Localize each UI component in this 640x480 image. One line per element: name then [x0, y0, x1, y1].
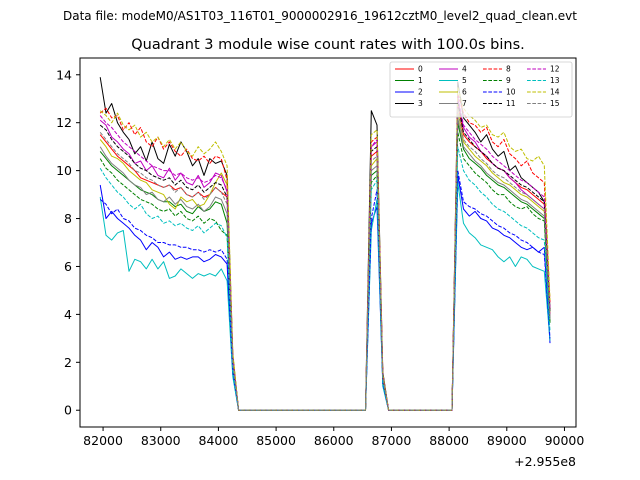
x-tick-label: 84000	[199, 433, 239, 448]
x-tick-label: 82000	[83, 433, 123, 448]
legend-label-2: 2	[418, 88, 423, 97]
x-tick-label: 90000	[545, 433, 585, 448]
y-tick-label: 0	[64, 403, 72, 418]
y-tick-label: 14	[56, 67, 72, 82]
legend-label-0: 0	[418, 65, 423, 74]
series-line-12	[99, 95, 551, 411]
axes-frame	[79, 57, 577, 428]
series-line-15	[99, 107, 551, 411]
y-tick-label: 4	[64, 307, 72, 322]
x-offset-label: +2.955e8	[514, 454, 576, 469]
x-tick-label: 86000	[314, 433, 354, 448]
y-tick-label: 2	[64, 355, 72, 370]
series-line-13	[99, 146, 551, 411]
legend-label-15: 15	[550, 99, 560, 108]
legend-label-9: 9	[506, 76, 511, 85]
legend-box	[389, 61, 573, 118]
x-axis-ticks: 82000 83000 84000 85000 86000 87000 88000 89000…	[83, 427, 584, 448]
x-tick-label: 83000	[141, 433, 181, 448]
series-layer	[99, 77, 551, 411]
x-tick-label: 87000	[372, 433, 412, 448]
x-tick-label: 85000	[256, 433, 296, 448]
legend-label-14: 14	[550, 88, 560, 97]
legend-label-8: 8	[506, 65, 511, 74]
legend-label-6: 6	[462, 88, 467, 97]
legend-label-13: 13	[550, 76, 560, 85]
y-tick-label: 6	[64, 259, 72, 274]
y-axis-ticks: 0 2 4 6 8 10 12 14	[56, 67, 80, 418]
legend-label-12: 12	[550, 65, 560, 74]
chart-title: Quadrant 3 module wise count rates with …	[131, 37, 525, 53]
legend-label-1: 1	[418, 76, 423, 85]
legend-label-4: 4	[462, 65, 467, 74]
legend-label-3: 3	[418, 99, 423, 108]
y-tick-label: 8	[64, 211, 72, 226]
x-tick-label: 89000	[487, 433, 527, 448]
legend-label-10: 10	[506, 88, 516, 97]
legend-label-11: 11	[506, 99, 516, 108]
y-tick-label: 10	[56, 163, 72, 178]
y-tick-label: 12	[56, 115, 72, 130]
legend-label-7: 7	[462, 99, 467, 108]
x-tick-label: 88000	[429, 433, 469, 448]
legend-label-5: 5	[462, 76, 467, 85]
chart-suptitle: Data file: modeM0/AS1T03_116T01_90000029…	[63, 9, 577, 23]
